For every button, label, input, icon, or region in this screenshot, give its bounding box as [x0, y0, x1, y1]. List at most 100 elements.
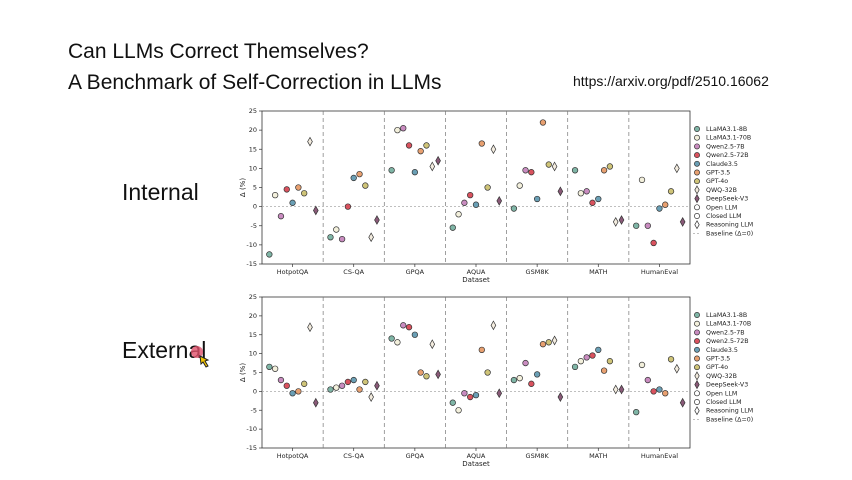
data-point [638, 176, 646, 184]
data-point [667, 188, 675, 195]
data-point [374, 215, 380, 225]
data-point [301, 380, 308, 387]
x-tick-label: MATH [589, 452, 608, 460]
y-tick-label: 25 [249, 107, 257, 115]
data-point [662, 201, 669, 208]
data-point [283, 382, 290, 389]
data-point [472, 392, 480, 399]
data-point [674, 363, 680, 374]
data-point [405, 142, 413, 149]
data-point [545, 161, 552, 168]
x-tick-label: MATH [589, 268, 608, 276]
data-point [638, 361, 646, 369]
legend-label: Reasoning LLM [706, 408, 753, 415]
y-tick-label: -5 [251, 222, 257, 230]
legend-marker [694, 169, 700, 176]
data-point [551, 335, 558, 346]
legend-marker [694, 193, 700, 204]
data-point [589, 352, 596, 359]
data-point [589, 199, 596, 206]
data-point [435, 369, 441, 380]
y-tick-label: 25 [249, 293, 257, 301]
data-point [289, 390, 296, 397]
data-point [344, 378, 352, 386]
y-tick-label: -10 [246, 425, 257, 433]
y-tick-label: 20 [249, 126, 257, 134]
x-tick-label: HumanEval [641, 268, 678, 276]
data-point [338, 382, 346, 389]
y-tick-label: 0 [253, 203, 257, 211]
legend-marker [694, 143, 700, 150]
legend-marker [694, 204, 700, 211]
data-point [356, 170, 363, 178]
data-point [484, 369, 491, 376]
legend-marker [694, 406, 700, 416]
y-tick-label: 15 [249, 331, 257, 339]
data-point [449, 224, 456, 231]
data-point [496, 195, 503, 206]
data-point [388, 167, 395, 174]
legend-label: DeepSeek-V3 [706, 382, 748, 389]
legend-marker [694, 346, 700, 353]
data-point [313, 205, 319, 216]
y-tick-label: 0 [253, 387, 257, 395]
legend-label: LLaMA3.1-70B [706, 135, 751, 142]
legend-label: Claude3.5 [706, 347, 738, 354]
data-point [350, 174, 357, 182]
legend-label: Closed LLM [706, 399, 742, 406]
data-point [633, 408, 640, 416]
y-tick-label: 20 [249, 312, 257, 320]
data-point [577, 190, 585, 197]
legend-label: Open LLM [706, 204, 737, 211]
legend-marker [694, 379, 700, 390]
data-point [656, 386, 663, 393]
data-point [606, 163, 614, 170]
data-point [461, 390, 468, 397]
data-point [333, 226, 340, 233]
legend-marker [694, 213, 700, 219]
x-tick-label: GPQA [406, 452, 425, 460]
data-point [650, 388, 657, 395]
data-point [394, 339, 401, 346]
data-point [423, 373, 430, 380]
data-point [277, 376, 285, 384]
legend-marker [694, 134, 700, 141]
legend-label: Qwen2.5-7B [706, 143, 745, 150]
data-point [449, 399, 456, 406]
data-point [417, 369, 424, 376]
data-point [679, 217, 686, 227]
data-point [467, 191, 474, 199]
x-axis-label: Dataset [462, 460, 490, 468]
data-point [327, 234, 334, 241]
legend-marker [694, 312, 700, 318]
slide-title: A Benchmark of Self-Correction in LLMs [68, 71, 442, 94]
data-point [400, 322, 407, 329]
data-point [516, 375, 523, 382]
data-point [333, 384, 340, 391]
data-point [400, 125, 407, 132]
data-point [557, 392, 564, 402]
legend-label: Claude3.5 [706, 161, 738, 168]
data-point [551, 161, 558, 172]
data-point [490, 320, 497, 331]
legend-marker [694, 371, 700, 381]
data-point [644, 376, 651, 384]
data-point [429, 339, 436, 350]
data-point [307, 322, 313, 333]
data-point [271, 191, 279, 199]
legend-label: Qwen2.5-7B [706, 329, 745, 336]
y-tick-label: -15 [246, 260, 257, 268]
legend-marker [694, 152, 700, 159]
data-point [571, 363, 579, 370]
y-tick-label: 10 [249, 350, 257, 358]
x-tick-label: CS-QA [343, 268, 364, 276]
slide-title: Can LLMs Correct Themselves? [68, 40, 369, 63]
data-point [423, 142, 430, 149]
data-point [368, 232, 374, 243]
data-point [338, 235, 346, 243]
legend-marker [694, 338, 700, 345]
data-point [583, 354, 590, 361]
y-axis-label: Δ (%) [239, 363, 247, 382]
